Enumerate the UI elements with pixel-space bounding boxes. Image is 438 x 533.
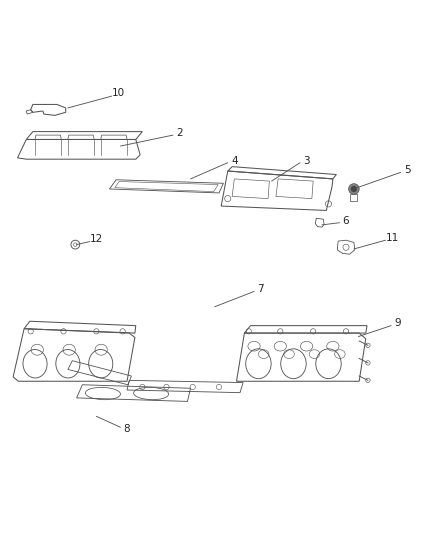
Text: 10: 10 — [112, 88, 125, 99]
Text: 2: 2 — [176, 128, 183, 138]
Text: 9: 9 — [394, 318, 401, 328]
Text: 11: 11 — [385, 233, 399, 243]
Text: 4: 4 — [231, 156, 238, 166]
Circle shape — [351, 186, 357, 192]
Text: 7: 7 — [257, 284, 264, 294]
Text: 8: 8 — [124, 424, 131, 434]
Text: 3: 3 — [303, 156, 310, 166]
Text: 12: 12 — [90, 235, 103, 244]
Circle shape — [349, 184, 359, 194]
Text: 5: 5 — [404, 165, 411, 175]
Text: 6: 6 — [343, 215, 350, 225]
